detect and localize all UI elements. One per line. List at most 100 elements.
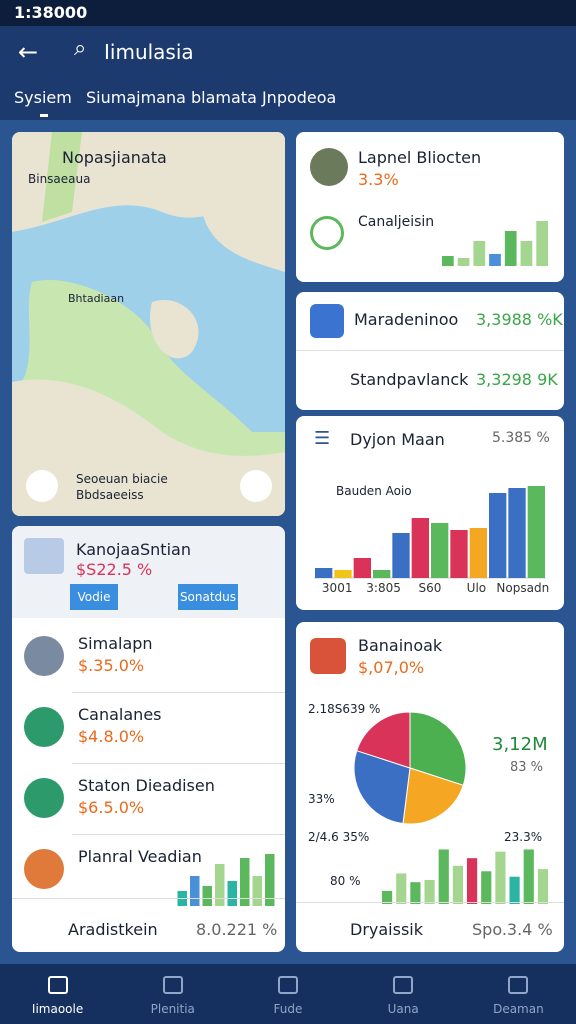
pie-slice bbox=[356, 711, 411, 769]
bar bbox=[315, 568, 333, 578]
bar bbox=[473, 241, 486, 266]
bar bbox=[537, 869, 548, 904]
tool-button[interactable] bbox=[240, 470, 272, 502]
subtitle: Bauden Aoio bbox=[336, 484, 412, 498]
map-card[interactable]: Nopasjianata Binsaeaua Bhtadiaan Seoeuan… bbox=[12, 132, 285, 516]
back-button[interactable]: ← bbox=[18, 38, 39, 66]
time: 1:38000 bbox=[14, 3, 88, 22]
bar bbox=[536, 221, 548, 266]
map-label: Binsaeaua bbox=[28, 172, 91, 186]
bar bbox=[215, 864, 225, 906]
tab[interactable]: Sysiem bbox=[14, 88, 72, 107]
bar bbox=[509, 876, 520, 904]
bar bbox=[457, 258, 470, 266]
item-title[interactable]: Canalanes bbox=[78, 705, 162, 724]
footer-value: Spo.3.4 % bbox=[472, 920, 553, 939]
value: 3.3% bbox=[358, 170, 399, 189]
nav-item[interactable]: Fude bbox=[273, 1002, 303, 1016]
search-text[interactable]: Iimulasia bbox=[104, 40, 194, 64]
pie-card: Banainoak $,07,0% 2.18S639 % 3,12M 83 % … bbox=[296, 622, 564, 952]
list-icon bbox=[24, 636, 64, 676]
bar bbox=[438, 849, 449, 904]
nav-item[interactable]: Iimaoole bbox=[31, 1002, 84, 1016]
pie-slice bbox=[353, 750, 411, 825]
subtitle: Canaljeisin bbox=[358, 214, 435, 230]
summary-value: $S22.5 % bbox=[76, 560, 153, 579]
divider bbox=[72, 763, 285, 764]
row-title[interactable]: Maradeninoo bbox=[354, 310, 459, 329]
pie-slice bbox=[409, 711, 467, 786]
bar-chart: 3001 3:805 S60 Ulo Nopsadn bbox=[314, 486, 549, 595]
nav-item[interactable]: Uana bbox=[387, 1002, 419, 1016]
bar bbox=[489, 254, 501, 266]
bar bbox=[202, 886, 212, 906]
icon bbox=[310, 216, 344, 250]
header: ← ⌕ Iimulasia Sysiem Siumajmana blamata … bbox=[0, 26, 576, 120]
item-value: $4.8.0% bbox=[78, 727, 145, 746]
rows-card: Maradeninoo 3,3988 %K Standpavlanck 3,32… bbox=[296, 292, 564, 410]
bar bbox=[450, 530, 468, 578]
bar bbox=[240, 858, 250, 906]
icon bbox=[24, 538, 64, 574]
avatar bbox=[310, 148, 348, 186]
mini-chart bbox=[177, 854, 275, 906]
bar bbox=[411, 518, 429, 578]
bar bbox=[520, 241, 533, 266]
bar bbox=[495, 851, 506, 904]
map-label: Bbdsaeeiss bbox=[76, 488, 144, 502]
bar bbox=[469, 528, 487, 578]
map-label: Bhtadiaan bbox=[68, 292, 125, 305]
chart-card: ☰ Dyjon Maan 5.385 % Bauden Aoio 3001 3:8… bbox=[296, 416, 564, 610]
bar bbox=[424, 880, 435, 904]
bar bbox=[334, 570, 352, 578]
icon bbox=[310, 304, 344, 338]
label: 23.3% bbox=[504, 830, 543, 844]
bar bbox=[396, 873, 407, 904]
nav-icon bbox=[508, 976, 529, 994]
item-title[interactable]: Staton Dieadisen bbox=[78, 776, 215, 795]
nav-icon bbox=[47, 976, 68, 994]
title: Dyjon Maan bbox=[350, 430, 445, 449]
bar bbox=[265, 854, 275, 906]
status-bar: 1:38000 bbox=[0, 0, 576, 26]
button[interactable]: Sonatdus bbox=[178, 584, 238, 610]
divider bbox=[12, 898, 285, 899]
bar bbox=[190, 876, 200, 906]
bar bbox=[504, 231, 517, 266]
item-title[interactable]: Planral Veadian bbox=[78, 847, 202, 866]
search-icon[interactable]: ⌕ bbox=[74, 36, 87, 61]
nav-item[interactable]: Plenitia bbox=[150, 1002, 195, 1016]
bar bbox=[481, 871, 492, 904]
bar bbox=[410, 882, 421, 904]
nav-icon bbox=[393, 976, 414, 994]
bar bbox=[252, 876, 262, 906]
bar bbox=[489, 493, 507, 578]
tab[interactable]: Siumajmana blamata Jnpodeoa bbox=[86, 88, 337, 107]
item-value: $.35.0% bbox=[78, 656, 145, 675]
icon: ☰ bbox=[314, 428, 331, 449]
button[interactable]: Vodie bbox=[70, 584, 118, 610]
bar bbox=[442, 256, 454, 266]
divider bbox=[72, 692, 285, 693]
mini-chart bbox=[442, 221, 548, 266]
divider bbox=[72, 834, 285, 835]
summary-title: KanojaaSntian bbox=[76, 540, 191, 559]
x-tick-label: 3:805 bbox=[366, 581, 401, 595]
row-title[interactable]: Standpavlanck bbox=[350, 370, 469, 389]
nav-item[interactable]: Deaman bbox=[493, 1002, 544, 1016]
bar bbox=[452, 865, 463, 904]
nav-icon bbox=[278, 976, 298, 994]
tool-button[interactable] bbox=[26, 470, 58, 502]
item-title[interactable]: Simalapn bbox=[78, 634, 153, 653]
footer-label: Aradistkein bbox=[68, 920, 158, 939]
list-card: KanojaaSntian $S22.5 % Vodie Sonatdus Si… bbox=[12, 526, 285, 952]
title: Banainoak bbox=[358, 636, 443, 655]
bar bbox=[508, 488, 526, 578]
bar bbox=[227, 881, 237, 906]
profile-card[interactable]: Lapnel Bliocten 3.3% Canaljeisin bbox=[296, 132, 564, 282]
label: 2.18S639 % bbox=[308, 702, 381, 716]
bar bbox=[467, 858, 478, 904]
bar bbox=[382, 890, 393, 904]
x-tick-label: Ulo bbox=[467, 581, 486, 595]
